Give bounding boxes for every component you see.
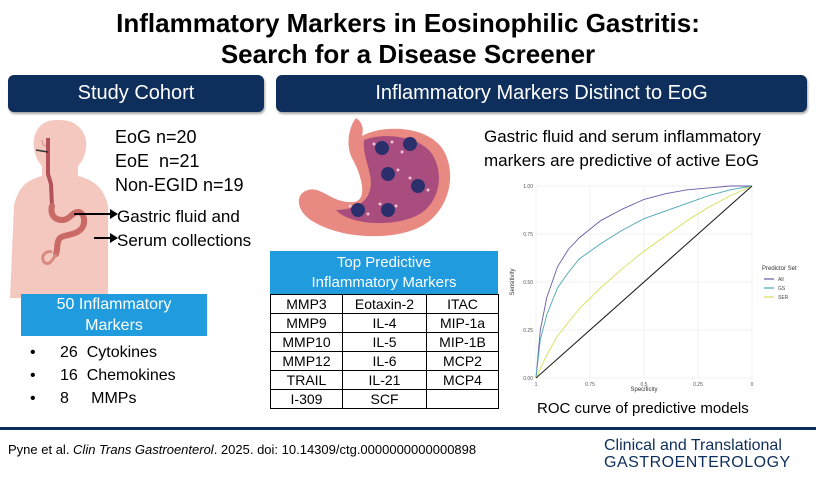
table-row: TRAIL IL-21 MCP4 (270, 370, 499, 390)
cohort-eoe: EoE n=21 (115, 151, 200, 171)
title-line-1: Inflammatory Markers in Eosinophilic Gas… (116, 8, 700, 38)
series-line-all (535, 185, 752, 379)
human-body-illustration (10, 120, 108, 298)
top-predictive-line-1: Top Predictive (336, 254, 432, 271)
table-row: MMP9 IL-4 MIP-1a (270, 313, 499, 333)
x-tick-label: 0.75 (585, 382, 595, 388)
table-cell: IL-21 (342, 370, 427, 390)
table-row: MMP12 IL-6 MCP2 (270, 351, 499, 371)
bullet-label: Chemokines (86, 367, 176, 384)
series-line-ser (535, 185, 753, 379)
roc-caption: ROC curve of predictive models (537, 400, 749, 417)
table-cell: MCP4 (426, 370, 499, 390)
legend-label: GS (778, 286, 786, 292)
arrow-serum-icon (94, 233, 118, 243)
table-row: MMP3 Eotaxin-2 ITAC (270, 294, 499, 314)
markers-count-line-2: Markers (85, 317, 143, 334)
table-cell: Eotaxin-2 (342, 294, 427, 314)
collections-text: Gastric fluid and Serum collections (117, 205, 251, 253)
journal-line-1: Clinical and Translational (604, 437, 782, 454)
citation-journal: Clin Trans Gastroenterol (73, 442, 214, 457)
table-cell: I-309 (270, 389, 343, 409)
predictive-statement: Gastric fluid and serum inflammatory mar… (484, 125, 761, 173)
bullet-num: 8 (60, 390, 69, 407)
arrow-gastric-icon (74, 209, 118, 219)
table-cell: MIP-1B (426, 332, 499, 352)
predictive-line-1: Gastric fluid and serum inflammatory (484, 127, 761, 146)
top-predictive-line-2: Inflammatory Markers (311, 274, 457, 291)
predictive-line-2: markers are predictive of active EoG (484, 151, 759, 170)
chart-legend: All GS SER (764, 277, 789, 301)
table-cell: IL-4 (342, 313, 427, 333)
x-tick-label: 0.5 (641, 382, 648, 388)
distinct-markers-banner: Inflammatory Markers Distinct to EoG (276, 75, 807, 112)
top-markers-table: MMP3 Eotaxin-2 ITAC MMP9 IL-4 MIP-1a MMP10 IL… (270, 294, 499, 409)
cohort-non-egid: Non-EGID n=19 (115, 175, 244, 195)
bullet: • (30, 344, 36, 361)
y-tick-label: 0.75 (523, 232, 533, 238)
table-cell: ITAC (426, 294, 499, 314)
y-tick-label: 1.00 (523, 184, 533, 190)
legend-label: All (778, 277, 784, 283)
table-cell: MMP12 (270, 351, 343, 371)
bullet-label: MMPs (91, 390, 137, 407)
table-cell: MMP9 (270, 313, 343, 333)
roc-chart: 1 0.75 0.5 0.25 0 0.00 0.25 0.50 0.75 1.00 Specif… (510, 184, 797, 393)
table-cell: IL-5 (342, 332, 427, 352)
page-title: Inflammatory Markers in Eosinophilic Gas… (0, 8, 816, 70)
bullet-label: Cytokines (86, 344, 157, 361)
journal-line-2: GASTROENTEROLOGY (604, 454, 791, 471)
series-line-gs (535, 185, 753, 379)
table-cell (426, 389, 499, 409)
table-row: MMP10 IL-5 MIP-1B (270, 332, 499, 352)
bullet: • (30, 367, 36, 384)
table-cell: MIP-1a (426, 313, 499, 333)
y-tick-label: 0.50 (523, 280, 533, 286)
footer-divider (0, 427, 816, 430)
table-cell: SCF (342, 389, 427, 409)
list-item: • 8 MMPs (30, 387, 176, 410)
bullet-num: 16 (60, 367, 78, 384)
citation-rest: . 2025. doi: 10.14309/ctg.00000000000008… (213, 442, 477, 457)
table-cell: TRAIL (270, 370, 343, 390)
collection-serum: Serum collections (117, 231, 252, 250)
marker-type-list: • 26 Cytokines • 16 Chemokines • 8 MMPs (30, 341, 176, 410)
study-cohort-banner: Study Cohort (8, 75, 264, 112)
chart-series (535, 185, 753, 379)
stomach-illustration (298, 118, 451, 237)
markers-count-line-1: 50 Inflammatory (56, 296, 172, 313)
table-cell: MMP10 (270, 332, 343, 352)
citation-authors: Pyne et al. (8, 442, 74, 457)
markers-count-box: 50 Inflammatory Markers (21, 294, 207, 336)
journal-logo: Clinical and Translational GASTROENTEROL… (604, 437, 791, 471)
bullet-num: 26 (60, 344, 78, 361)
top-predictive-header: Top Predictive Inflammatory Markers (270, 251, 498, 294)
x-axis-label: Specificity (630, 387, 657, 393)
list-item: • 16 Chemokines (30, 364, 176, 387)
y-tick-label: 0.00 (523, 376, 533, 382)
table-cell: MCP2 (426, 351, 499, 371)
title-line-2: Search for a Disease Screener (220, 39, 596, 69)
cohort-eog: EoG n=20 (115, 127, 197, 147)
table-row: I-309 SCF (270, 389, 499, 409)
series-line-reference (535, 185, 753, 379)
table-cell: IL-6 (342, 351, 427, 371)
x-tick-label: 0 (751, 382, 754, 388)
legend-title: Predictor Set (762, 266, 797, 272)
chart-ticks: 1 0.75 0.5 0.25 0 0.00 0.25 0.50 0.75 1.00 (523, 184, 753, 388)
inflammation-spots (348, 137, 430, 217)
list-item: • 26 Cytokines (30, 341, 176, 364)
y-tick-label: 0.25 (523, 328, 533, 334)
citation: Pyne et al. Clin Trans Gastroenterol. 20… (8, 442, 476, 457)
collection-gastric: Gastric fluid and (117, 207, 240, 226)
y-axis-label: Sensitivity (510, 268, 516, 295)
cohort-list: EoG n=20 EoE n=21 Non-EGID n=19 (115, 125, 244, 197)
x-tick-label: 1 (535, 382, 538, 388)
table-cell: MMP3 (270, 294, 343, 314)
bullet: • (30, 390, 36, 407)
legend-label: SER (778, 295, 789, 301)
x-tick-label: 0.25 (693, 382, 703, 388)
